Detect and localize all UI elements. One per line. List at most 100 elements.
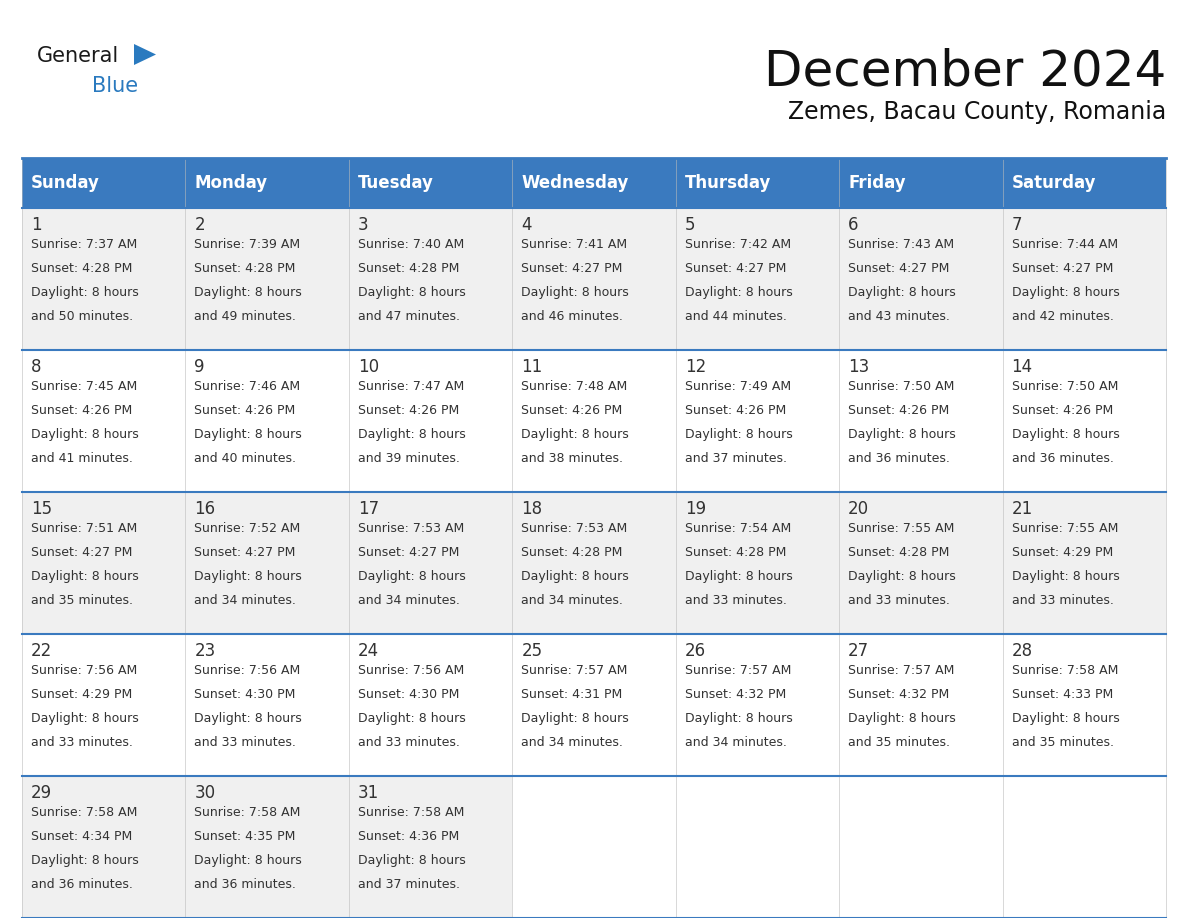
Bar — [676, 208, 839, 350]
Bar — [839, 208, 1003, 350]
Text: and 42 minutes.: and 42 minutes. — [1011, 310, 1113, 323]
Text: and 35 minutes.: and 35 minutes. — [1011, 736, 1113, 749]
Text: and 36 minutes.: and 36 minutes. — [848, 453, 950, 465]
Text: and 36 minutes.: and 36 minutes. — [195, 879, 296, 891]
Text: Sunset: 4:28 PM: Sunset: 4:28 PM — [848, 546, 949, 559]
Text: 18: 18 — [522, 500, 543, 518]
Text: Daylight: 8 hours: Daylight: 8 hours — [848, 286, 956, 299]
Text: Sunset: 4:32 PM: Sunset: 4:32 PM — [684, 688, 786, 701]
Text: Sunset: 4:26 PM: Sunset: 4:26 PM — [848, 404, 949, 417]
Text: and 35 minutes.: and 35 minutes. — [848, 736, 950, 749]
Bar — [512, 350, 676, 492]
Text: 15: 15 — [31, 500, 52, 518]
Text: Daylight: 8 hours: Daylight: 8 hours — [358, 570, 466, 583]
Text: Sunrise: 7:53 AM: Sunrise: 7:53 AM — [358, 522, 465, 535]
Text: Sunset: 4:27 PM: Sunset: 4:27 PM — [358, 546, 460, 559]
Text: Daylight: 8 hours: Daylight: 8 hours — [195, 712, 302, 725]
Text: Sunrise: 7:42 AM: Sunrise: 7:42 AM — [684, 238, 791, 251]
Text: Daylight: 8 hours: Daylight: 8 hours — [195, 286, 302, 299]
Text: Sunrise: 7:57 AM: Sunrise: 7:57 AM — [684, 664, 791, 677]
Text: Daylight: 8 hours: Daylight: 8 hours — [358, 712, 466, 725]
Text: Sunset: 4:27 PM: Sunset: 4:27 PM — [522, 263, 623, 275]
Text: Sunrise: 7:44 AM: Sunrise: 7:44 AM — [1011, 238, 1118, 251]
Text: Daylight: 8 hours: Daylight: 8 hours — [358, 429, 466, 442]
Text: 21: 21 — [1011, 500, 1032, 518]
Text: Sunset: 4:30 PM: Sunset: 4:30 PM — [358, 688, 460, 701]
Polygon shape — [134, 44, 156, 65]
Text: Daylight: 8 hours: Daylight: 8 hours — [522, 570, 628, 583]
Text: Sunset: 4:27 PM: Sunset: 4:27 PM — [684, 263, 786, 275]
Text: and 50 minutes.: and 50 minutes. — [31, 310, 133, 323]
Text: Friday: Friday — [848, 174, 905, 192]
Text: Sunset: 4:26 PM: Sunset: 4:26 PM — [195, 404, 296, 417]
Text: Daylight: 8 hours: Daylight: 8 hours — [195, 429, 302, 442]
Text: 30: 30 — [195, 784, 215, 802]
Text: Sunrise: 7:41 AM: Sunrise: 7:41 AM — [522, 238, 627, 251]
Text: 7: 7 — [1011, 216, 1022, 234]
Text: Sunset: 4:34 PM: Sunset: 4:34 PM — [31, 830, 132, 843]
Text: Sunrise: 7:58 AM: Sunrise: 7:58 AM — [358, 806, 465, 819]
Text: and 43 minutes.: and 43 minutes. — [848, 310, 950, 323]
Text: 31: 31 — [358, 784, 379, 802]
Text: Sunset: 4:28 PM: Sunset: 4:28 PM — [31, 263, 132, 275]
Bar — [185, 776, 349, 918]
Text: Daylight: 8 hours: Daylight: 8 hours — [195, 570, 302, 583]
Text: Sunrise: 7:56 AM: Sunrise: 7:56 AM — [31, 664, 138, 677]
Text: Sunrise: 7:54 AM: Sunrise: 7:54 AM — [684, 522, 791, 535]
Bar — [512, 208, 676, 350]
Text: Sunset: 4:28 PM: Sunset: 4:28 PM — [522, 546, 623, 559]
Text: Sunrise: 7:55 AM: Sunrise: 7:55 AM — [1011, 522, 1118, 535]
Text: Sunset: 4:33 PM: Sunset: 4:33 PM — [1011, 688, 1113, 701]
Text: Sunrise: 7:46 AM: Sunrise: 7:46 AM — [195, 380, 301, 393]
Text: and 33 minutes.: and 33 minutes. — [848, 595, 950, 608]
Bar — [839, 350, 1003, 492]
Text: 22: 22 — [31, 642, 52, 660]
Text: Sunrise: 7:53 AM: Sunrise: 7:53 AM — [522, 522, 627, 535]
Bar — [349, 350, 512, 492]
Text: Daylight: 8 hours: Daylight: 8 hours — [31, 855, 139, 868]
Text: 12: 12 — [684, 358, 706, 376]
Text: and 34 minutes.: and 34 minutes. — [522, 736, 624, 749]
Bar — [676, 158, 839, 208]
Text: Daylight: 8 hours: Daylight: 8 hours — [522, 712, 628, 725]
Text: Daylight: 8 hours: Daylight: 8 hours — [31, 712, 139, 725]
Bar — [1003, 158, 1165, 208]
Text: 5: 5 — [684, 216, 695, 234]
Text: General: General — [37, 46, 119, 66]
Text: Sunset: 4:27 PM: Sunset: 4:27 PM — [848, 263, 949, 275]
Text: Sunset: 4:26 PM: Sunset: 4:26 PM — [522, 404, 623, 417]
Text: 24: 24 — [358, 642, 379, 660]
Bar — [1003, 492, 1165, 634]
Text: Thursday: Thursday — [684, 174, 771, 192]
Text: Sunset: 4:36 PM: Sunset: 4:36 PM — [358, 830, 459, 843]
Text: and 33 minutes.: and 33 minutes. — [31, 736, 133, 749]
Text: Tuesday: Tuesday — [358, 174, 434, 192]
Bar — [185, 350, 349, 492]
Text: 2: 2 — [195, 216, 206, 234]
Bar — [349, 208, 512, 350]
Text: Sunset: 4:27 PM: Sunset: 4:27 PM — [1011, 263, 1113, 275]
Text: and 33 minutes.: and 33 minutes. — [358, 736, 460, 749]
Text: Sunset: 4:32 PM: Sunset: 4:32 PM — [848, 688, 949, 701]
Text: 13: 13 — [848, 358, 870, 376]
Bar — [23, 776, 185, 918]
Text: Sunset: 4:30 PM: Sunset: 4:30 PM — [195, 688, 296, 701]
Text: 1: 1 — [31, 216, 42, 234]
Bar — [676, 634, 839, 776]
Text: 17: 17 — [358, 500, 379, 518]
Text: Daylight: 8 hours: Daylight: 8 hours — [31, 570, 139, 583]
Bar — [839, 492, 1003, 634]
Text: and 33 minutes.: and 33 minutes. — [1011, 595, 1113, 608]
Bar — [839, 158, 1003, 208]
Text: Sunrise: 7:50 AM: Sunrise: 7:50 AM — [848, 380, 954, 393]
Text: Sunrise: 7:55 AM: Sunrise: 7:55 AM — [848, 522, 954, 535]
Text: Sunset: 4:31 PM: Sunset: 4:31 PM — [522, 688, 623, 701]
Text: Daylight: 8 hours: Daylight: 8 hours — [1011, 712, 1119, 725]
Text: 20: 20 — [848, 500, 870, 518]
Text: Sunrise: 7:56 AM: Sunrise: 7:56 AM — [195, 664, 301, 677]
Bar — [512, 634, 676, 776]
Text: 10: 10 — [358, 358, 379, 376]
Text: Daylight: 8 hours: Daylight: 8 hours — [684, 286, 792, 299]
Text: Daylight: 8 hours: Daylight: 8 hours — [358, 286, 466, 299]
Text: Sunset: 4:29 PM: Sunset: 4:29 PM — [1011, 546, 1113, 559]
